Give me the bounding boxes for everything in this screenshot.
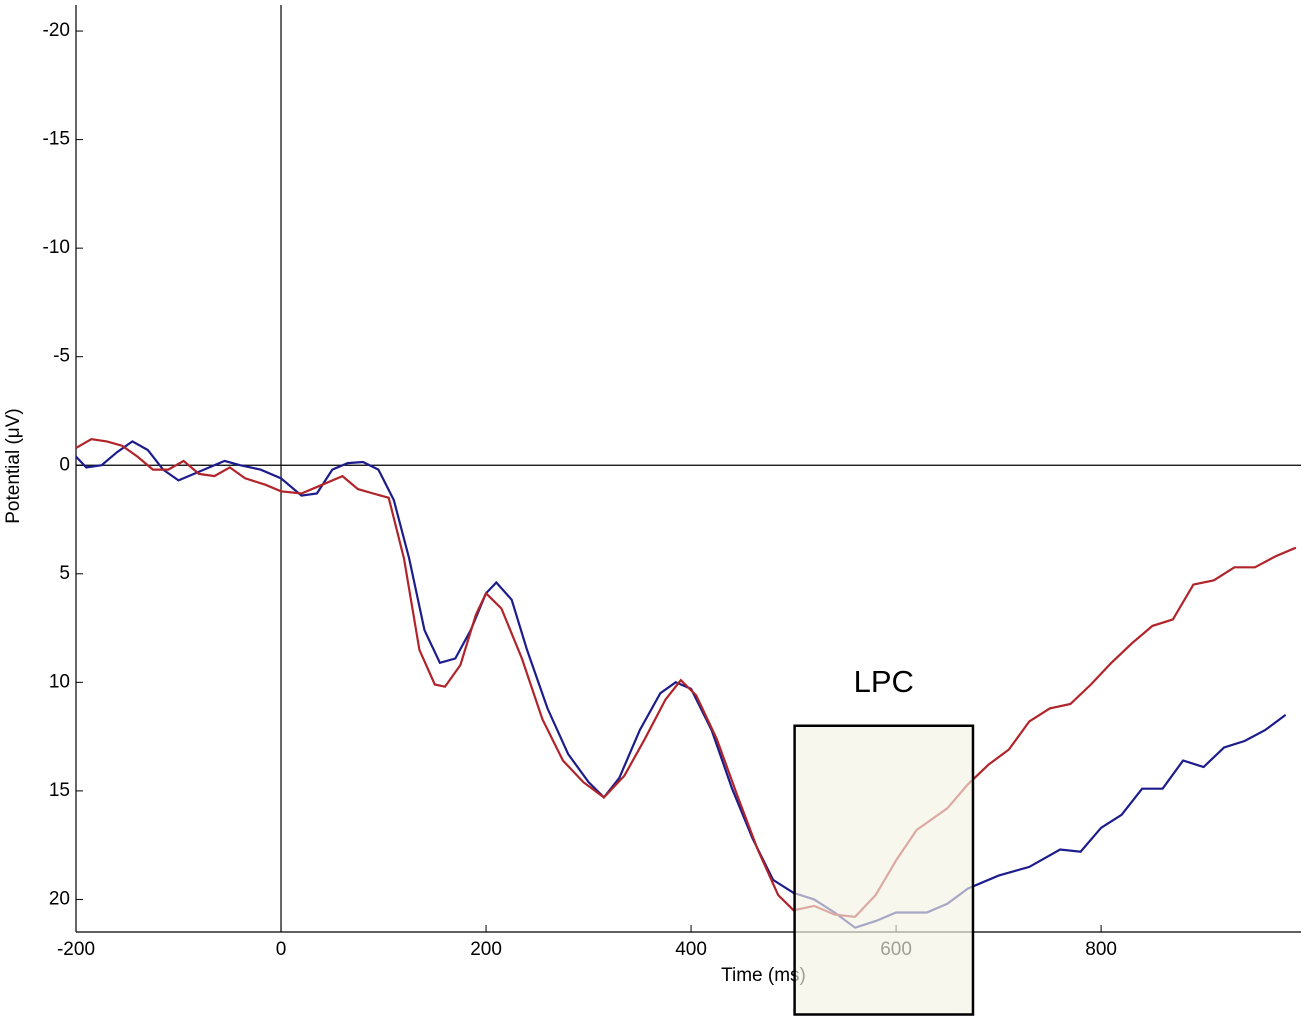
x-tick-label: 400	[675, 939, 707, 960]
x-tick-label: 0	[276, 939, 287, 960]
x-axis-label: Time (ms)	[721, 965, 806, 986]
series-line	[75, 438, 1297, 918]
x-tick-label: 800	[1085, 939, 1117, 960]
series-line	[75, 440, 1287, 929]
y-tick-label: 0	[59, 454, 70, 475]
y-tick-label: 10	[49, 671, 70, 692]
y-tick-label: -15	[43, 129, 70, 150]
lpc-window	[793, 724, 975, 1016]
y-tick-label: -5	[53, 346, 70, 367]
y-tick-label: 15	[49, 780, 70, 801]
x-tick-label: 200	[470, 939, 502, 960]
y-tick-label: 20	[49, 888, 70, 909]
y-tick-label: 5	[59, 563, 70, 584]
y-axis-label: Potential (μV)	[3, 408, 24, 524]
x-tick-label: -200	[57, 939, 95, 960]
y-tick-label: -20	[43, 20, 70, 41]
annotation-label: LPC	[854, 664, 914, 699]
y-tick-label: -10	[43, 237, 70, 258]
